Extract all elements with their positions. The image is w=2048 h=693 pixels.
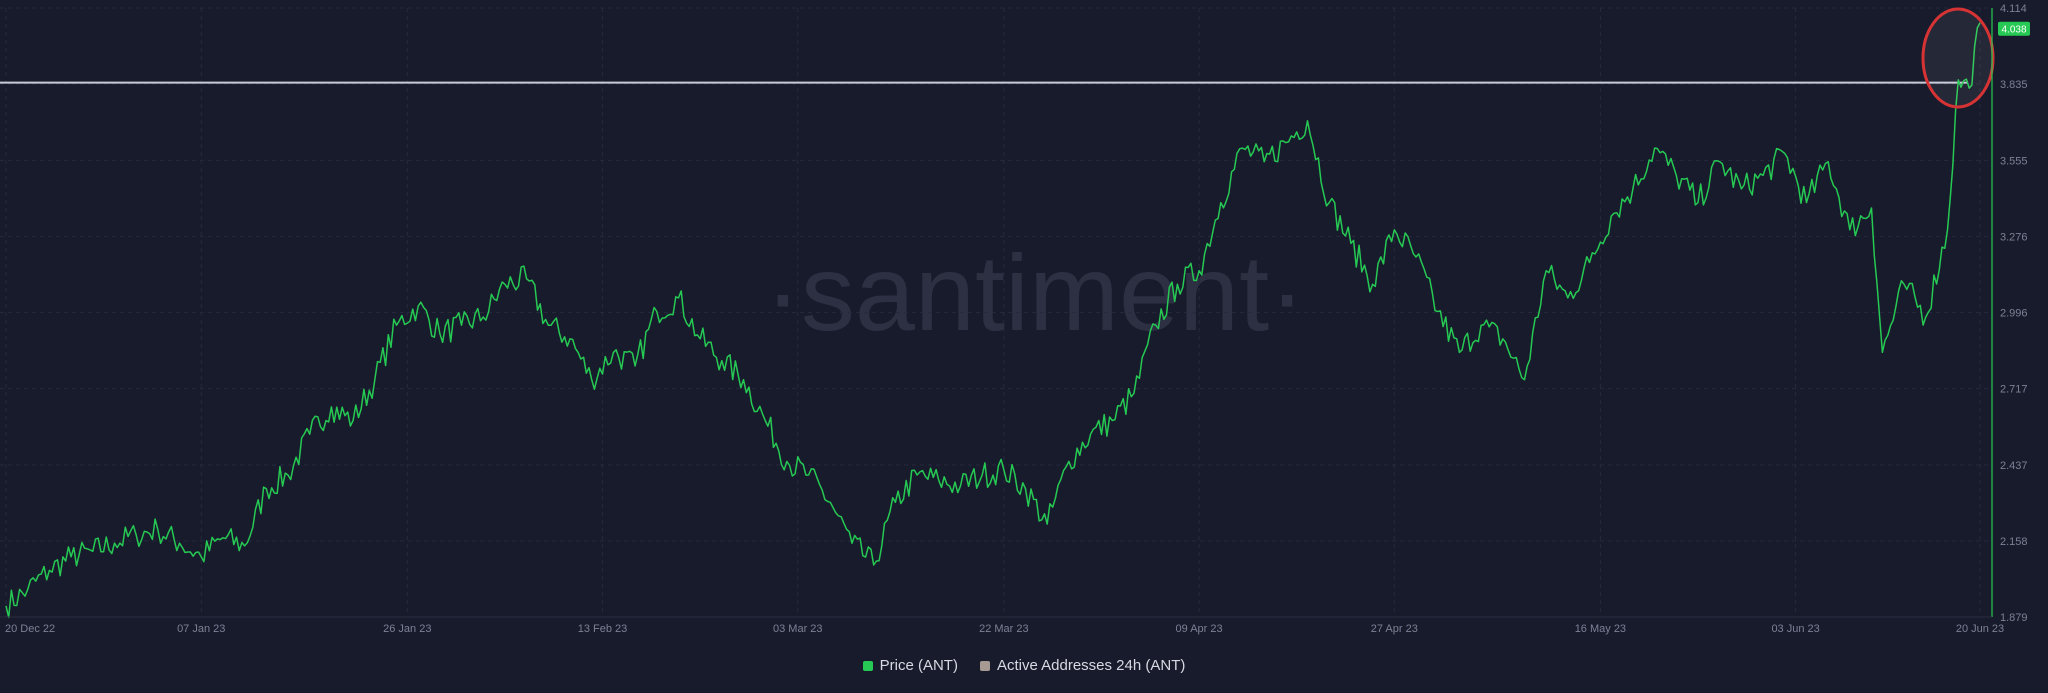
series-layer — [0, 7, 1995, 619]
y-tick-label: 4.114 — [2000, 3, 2027, 15]
x-tick-label: 20 Jun 23 — [1956, 623, 2004, 635]
x-tick-label: 26 Jan 23 — [383, 623, 431, 635]
current-value-label: 4.038 — [2001, 25, 2026, 36]
highlight-circle — [1921, 7, 1995, 109]
legend-item-active-addresses[interactable]: Active Addresses 24h (ANT) — [979, 657, 1186, 674]
watermark: ·santiment· — [765, 232, 1305, 353]
gridlines — [0, 7, 1992, 618]
legend-label-active-addresses: Active Addresses 24h (ANT) — [996, 657, 1186, 674]
x-tick-label: 20 Dec 22 — [5, 623, 55, 635]
y-tick-label: 3.835 — [2000, 79, 2028, 91]
x-tick-label: 03 Jun 23 — [1771, 623, 1819, 635]
legend: Price (ANT) Active Addresses 24h (ANT) — [0, 657, 2048, 674]
x-tick-label: 16 May 23 — [1575, 623, 1626, 635]
y-tick-label: 2.158 — [2000, 536, 2028, 548]
price-series-line — [5, 22, 1981, 619]
y-tick-label: 3.276 — [2000, 231, 2028, 243]
legend-swatch-price — [862, 660, 873, 671]
x-tick-label: 22 Mar 23 — [979, 623, 1029, 635]
legend-item-price[interactable]: Price (ANT) — [862, 657, 958, 674]
y-tick-label: 2.717 — [2000, 384, 2028, 396]
y-tick-label: 3.555 — [2000, 155, 2028, 167]
y-tick-label: 2.437 — [2000, 460, 2028, 472]
current-value-badge — [1998, 21, 2030, 36]
x-tick-label: 03 Mar 23 — [773, 623, 823, 635]
x-tick-label: 13 Feb 23 — [578, 623, 628, 635]
x-tick-label: 07 Jan 23 — [177, 623, 225, 635]
axes: 1.879 2.158 2.437 2.717 2.996 3.276 3.555 3.835… — [0, 3, 2030, 635]
x-tick-label: 27 Apr 23 — [1371, 623, 1418, 635]
y-tick-label: 2.996 — [2000, 308, 2028, 320]
legend-swatch-active-addresses — [979, 660, 990, 671]
x-tick-label: 09 Apr 23 — [1176, 623, 1223, 635]
legend-label-price: Price (ANT) — [879, 657, 958, 674]
y-tick-label: 1.879 — [2000, 612, 2028, 624]
